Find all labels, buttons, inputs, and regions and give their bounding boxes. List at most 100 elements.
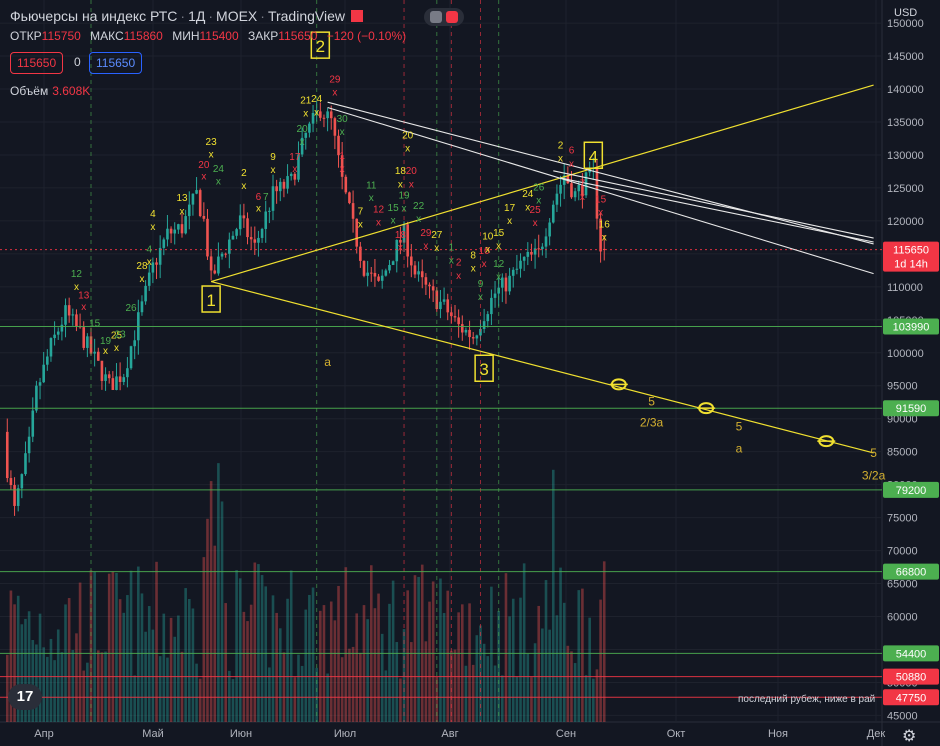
volume-bar — [581, 588, 584, 722]
volume-bar — [118, 599, 122, 722]
volume-bar — [129, 570, 133, 722]
candle-body — [82, 327, 86, 348]
candle-body — [555, 193, 559, 205]
td-count-label: x — [402, 204, 407, 215]
volume-bar — [238, 578, 242, 722]
flag-icon[interactable] — [350, 10, 363, 22]
candle-body — [35, 385, 38, 411]
volume-bar — [522, 563, 526, 722]
quantity-value[interactable]: 0 — [74, 55, 81, 69]
y-tick-label: 75000 — [887, 513, 918, 525]
sell-button[interactable]: 115650 — [10, 52, 64, 74]
volume-bar — [184, 588, 187, 722]
symbol-title[interactable]: Фьючерсы на индекс РТС — [10, 8, 178, 24]
td-count-label: 20 — [406, 166, 418, 177]
td-count-label: 9 — [270, 152, 276, 163]
volume-bar — [93, 572, 96, 722]
price-level-value: 47750 — [896, 692, 927, 704]
candle-body — [268, 210, 271, 212]
volume-bar — [562, 602, 566, 722]
volume-bar — [380, 633, 384, 722]
wave-annotation: 2/3a — [640, 416, 664, 430]
volume-bar — [169, 617, 173, 722]
candle-body — [144, 285, 147, 302]
price-axis — [882, 0, 940, 746]
volume-bar — [9, 590, 13, 722]
volume-bar — [475, 635, 479, 722]
volume-bar — [246, 621, 249, 722]
candle-body — [169, 228, 173, 234]
candle-body — [537, 248, 541, 250]
volume-bar — [191, 608, 195, 722]
interval-label[interactable]: 1Д — [188, 8, 206, 24]
candle-body — [559, 184, 562, 194]
candle-body — [257, 237, 260, 243]
buy-button[interactable]: 115650 — [89, 52, 143, 74]
volume-bar — [490, 586, 493, 722]
price-level-value: 79200 — [896, 485, 927, 497]
td-count-label: x — [340, 164, 345, 175]
td-count-label: 23 — [206, 137, 218, 148]
volume-bar — [526, 653, 530, 722]
candle-body — [399, 239, 402, 243]
volume-bar — [107, 573, 111, 722]
volume-bar — [140, 593, 144, 722]
td-count-label: 20 — [402, 130, 414, 141]
candle-body — [9, 478, 13, 486]
candle-body — [468, 329, 471, 338]
candle-body — [548, 222, 551, 237]
volume-bar — [362, 605, 366, 722]
y-tick-label: 145000 — [887, 51, 924, 63]
candle-body — [224, 253, 227, 255]
volume-bar — [27, 611, 31, 722]
chart-header: Фьючерсы на индекс РТС · 1Д · MOEX · TradingVi… — [10, 8, 363, 24]
td-count-label: x — [81, 302, 86, 313]
candle-body — [42, 364, 45, 383]
y-tick-label: 120000 — [887, 216, 924, 228]
volume-bar — [584, 675, 588, 722]
wave-annotation: a — [736, 441, 743, 455]
tradingview-logo-icon[interactable]: 17 — [8, 684, 42, 710]
td-count-label: x — [303, 109, 308, 120]
price-level-tag — [883, 689, 939, 706]
volume-bar — [573, 663, 577, 722]
candle-body — [446, 299, 450, 313]
market-status-toggle[interactable] — [424, 8, 464, 26]
candle-body — [27, 436, 31, 454]
td-count-label: 25 — [530, 205, 542, 216]
volume-bar — [551, 469, 555, 722]
td-count-label: 22 — [413, 201, 425, 212]
candle-body — [479, 328, 482, 336]
price-level-value: 103990 — [893, 321, 930, 333]
high-label: МАКС — [90, 29, 124, 43]
volume-bar — [450, 650, 453, 722]
volume-bar — [486, 656, 490, 722]
td-count-label: 17 — [289, 152, 301, 163]
volume-bar — [78, 582, 82, 722]
td-count-label: 10 — [479, 246, 491, 257]
td-count-label: x — [139, 274, 144, 285]
td-count-label: x — [485, 245, 490, 256]
td-count-label: x — [103, 346, 108, 357]
td-count-label: x — [150, 222, 155, 233]
volume-bar — [329, 601, 333, 722]
td-count-label: x — [256, 204, 261, 215]
volume-bar — [126, 595, 129, 722]
wave-label: 1 — [206, 291, 215, 310]
td-count-label: x — [216, 177, 221, 188]
volume-bar — [89, 570, 93, 722]
candle-body — [551, 204, 555, 223]
volume-bar — [555, 615, 559, 722]
wave-label: 3 — [479, 360, 488, 379]
volume-bar — [446, 590, 450, 722]
volume-bar — [271, 595, 275, 722]
candle-body — [140, 301, 144, 313]
volume-bar — [56, 629, 60, 722]
td-count-label: x — [391, 216, 396, 227]
gear-icon[interactable]: ⚙ — [902, 728, 917, 745]
volume-bar — [431, 581, 435, 722]
td-count-label: 15 — [89, 318, 101, 329]
volume-bar — [417, 576, 420, 722]
currency-selector[interactable]: USD — [894, 7, 918, 19]
